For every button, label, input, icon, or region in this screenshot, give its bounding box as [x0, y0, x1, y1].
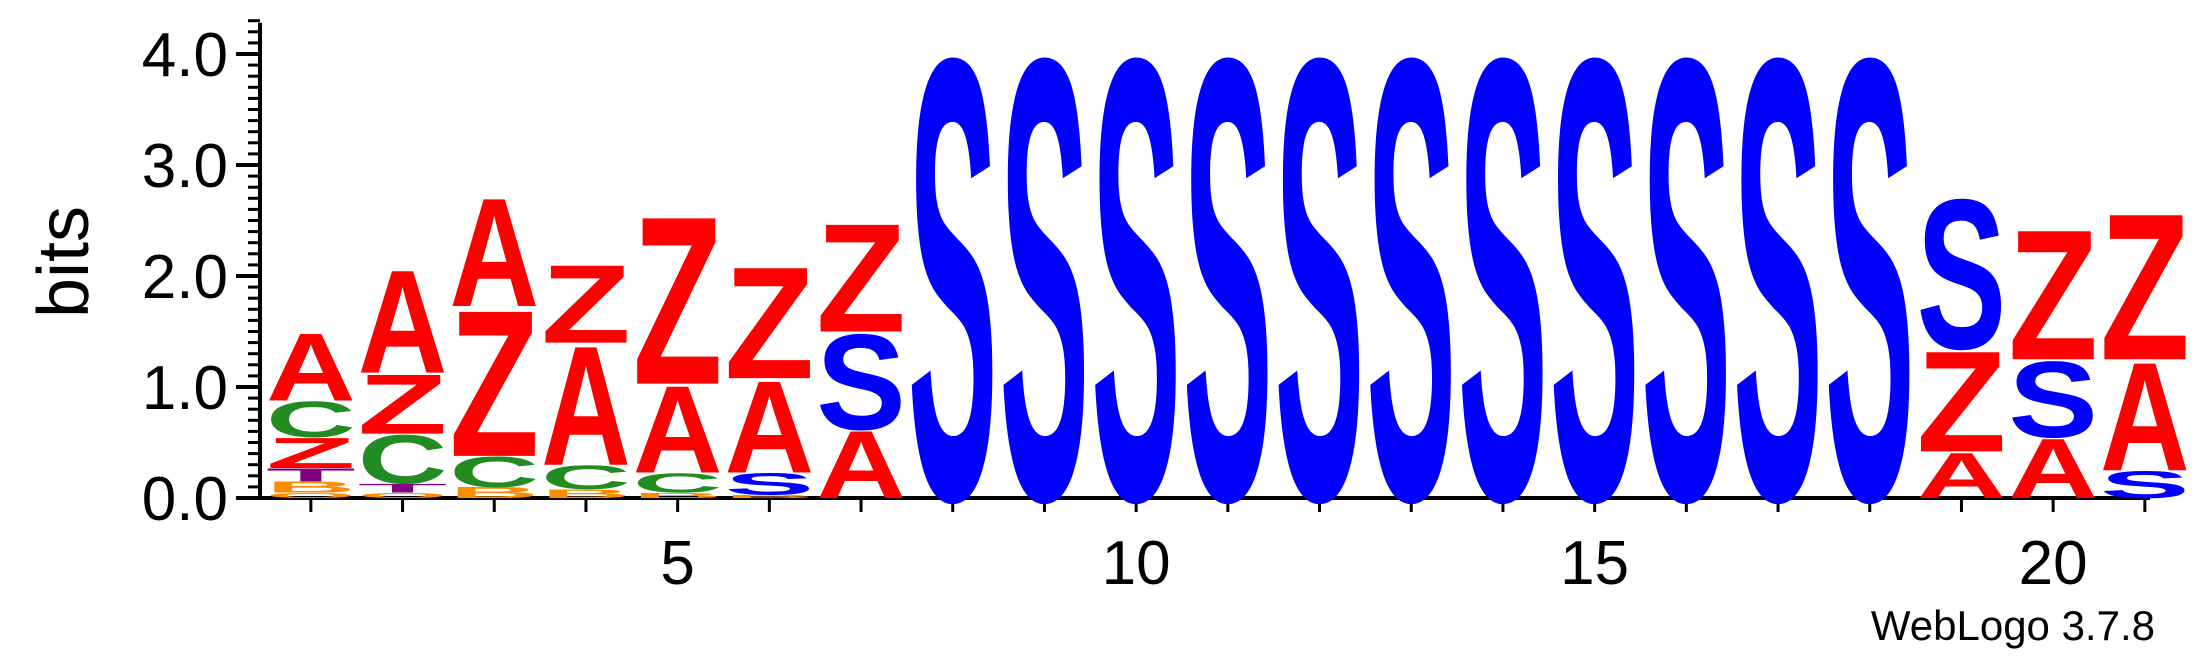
logo-letter: B [725, 494, 815, 499]
logo-letter: S [2008, 338, 2098, 460]
logo-letter: S [908, 0, 998, 632]
logo-letter: A [2100, 330, 2190, 503]
logo-letter: T [358, 481, 448, 495]
x-tick-label: 15 [1560, 529, 1629, 598]
logo-letter: Z [358, 357, 448, 452]
logo-letter: S [816, 305, 906, 458]
logo-letter: S [1091, 0, 1181, 632]
logo-letter: A [633, 362, 723, 500]
logo-letter: S [1733, 0, 1823, 632]
logo-letter: A [358, 240, 448, 404]
logo-letter: S [2100, 463, 2190, 506]
logo-letter: S [1550, 0, 1640, 632]
logo-letter: O [358, 491, 448, 500]
logo-letter: B [266, 478, 356, 495]
logo-letter: C [266, 391, 356, 448]
logo-letter: Z [1917, 321, 2007, 483]
logo-letter: A [1917, 440, 2007, 513]
weblogo-credit: WebLogo 3.7.8 [1871, 602, 2155, 649]
logo-letter: S [1000, 0, 1090, 632]
logo-letter: S [725, 467, 815, 502]
logo-letter: Z [2100, 171, 2190, 405]
logo-letter: O [266, 491, 356, 500]
x-tick-label: 20 [2019, 529, 2088, 598]
x-tick-label: 5 [660, 529, 694, 598]
x-tick-label: 10 [1102, 529, 1171, 598]
logo-letter: B [449, 484, 539, 501]
y-axis-label: bits [24, 206, 104, 318]
y-tick-label: 3.0 [142, 132, 228, 201]
logo-letter: Z [449, 267, 539, 501]
logo-letter: C [358, 421, 448, 499]
logo-letter: A [266, 313, 356, 421]
logo-letter: A [449, 166, 539, 339]
logo-letter: B [541, 487, 631, 501]
y-tick-label: 0.0 [142, 465, 228, 534]
logo-letter: S [1366, 0, 1456, 632]
logo-letter: S [1183, 0, 1273, 632]
logo-letter: Z [725, 233, 815, 412]
y-tick-label: 2.0 [142, 243, 228, 312]
logo-letter: C [541, 459, 631, 497]
logo-letter: A [725, 354, 815, 501]
y-tick-label: 4.0 [142, 21, 228, 90]
logo-letter: T [266, 465, 356, 486]
logo-letter: A [816, 411, 906, 519]
logo-letter: Z [2008, 191, 2098, 400]
axes: 0.0 1.0 2.0 3.0 4.0 5 10 15 20 [142, 19, 2150, 598]
logo-letter: S [1917, 154, 2007, 393]
logo-letter: Z [266, 429, 356, 478]
logo-letter: C [449, 448, 539, 497]
logo-letter: A [541, 310, 631, 501]
logo-letter: S [1275, 0, 1365, 632]
y-tick-label: 1.0 [142, 354, 228, 423]
logo-letter: A [2008, 421, 2098, 516]
logo-letter: B [633, 491, 723, 500]
logo-letter: C [633, 468, 723, 499]
logo-letter: Z [816, 191, 906, 365]
logo-letter: Z [541, 242, 631, 367]
logo-letter: S [1825, 0, 1915, 632]
logo-letter: Z [633, 168, 723, 436]
logo-letter: S [1642, 0, 1732, 632]
logo-letter: S [1458, 0, 1548, 632]
